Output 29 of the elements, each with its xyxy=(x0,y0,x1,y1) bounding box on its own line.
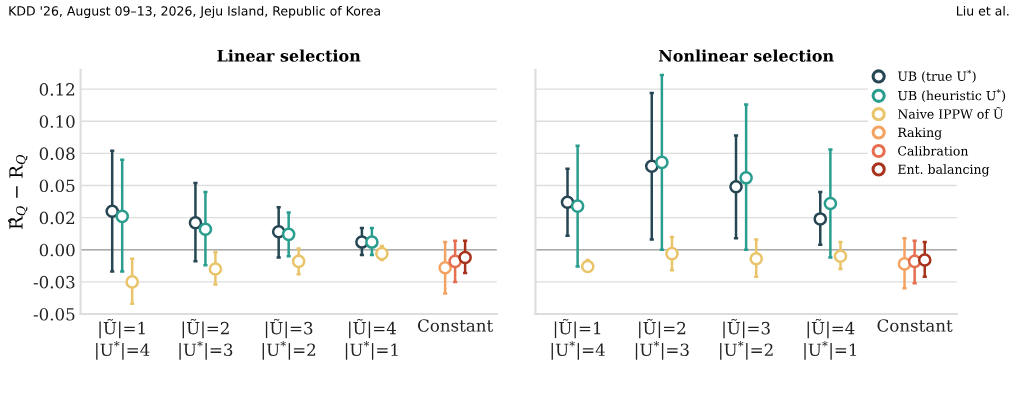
y-tick-label: -0.05 xyxy=(33,307,75,321)
y-tick-label: 0.05 xyxy=(39,179,75,193)
y-tick-label: 0.02 xyxy=(39,211,75,225)
y-tick-label: -0.03 xyxy=(33,275,75,289)
x-tick-label: Constant xyxy=(417,319,494,332)
x-tick-label: |Ũ|=4 |U$^{*}$|=1 xyxy=(345,318,398,360)
legend-label: UB (heuristic U$^{*}$) xyxy=(897,89,1006,103)
x-tick-label: |Ũ|=3 |U$^{*}$|=2 xyxy=(262,318,316,360)
x-tick-label: |Ũ|=1 |U$^{*}$|=4 xyxy=(551,318,605,360)
x-tick-label: |Ũ|=4 |U$^{*}$|=1 xyxy=(804,318,857,360)
y-tick-label: 0.12 xyxy=(39,83,75,96)
text: KDD '26, August 09–13, 2026, Jeju Island, Republic of Korea xyxy=(9,5,380,19)
x-tick-label: |Ũ|=2 |U$^{*}$|=3 xyxy=(635,318,689,360)
y-axis-title: R̂$_{Q}$ − R$_{Q}$ xyxy=(8,154,28,229)
x-tick-label: |Ũ|=1 |U$^{*}$|=4 xyxy=(96,318,150,360)
y-tick-label: 0.08 xyxy=(39,147,75,160)
legend-label: Naive IPPW of Ũ xyxy=(898,107,1003,119)
legend-label: UB (true U$^{*}$) xyxy=(897,69,976,83)
text: Liu et al. xyxy=(957,5,1009,16)
y-tick-label: 0.10 xyxy=(39,115,75,128)
legend-label: Calibration xyxy=(898,145,969,156)
chart-title: Linear selection xyxy=(217,49,361,62)
y-tick-label: 0.00 xyxy=(39,243,75,257)
x-tick-label: Constant xyxy=(877,319,953,332)
legend-label: Ent. balancing xyxy=(898,164,990,177)
chart-title: Nonlinear selection xyxy=(658,49,834,62)
legend-label: Raking xyxy=(898,127,942,140)
x-tick-label: |Ũ|=3 |U$^{*}$|=2 xyxy=(720,318,773,360)
x-tick-label: |Ũ|=2 |U$^{*}$|=3 xyxy=(179,318,233,360)
